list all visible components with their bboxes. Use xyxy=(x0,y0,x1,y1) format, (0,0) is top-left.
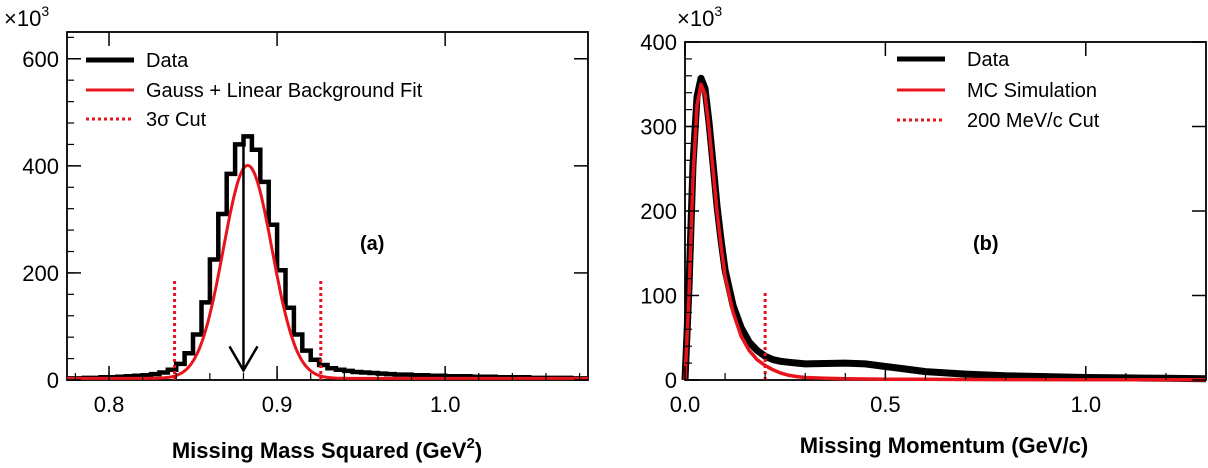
panel-b-axes: 0.0 0.5 1.0 0 100 200 300 400 xyxy=(640,30,1207,417)
panel-b-label: (b) xyxy=(973,233,999,255)
panel-a-y-tick-label: 600 xyxy=(22,47,59,72)
panel-b-frame xyxy=(684,41,1207,381)
panel-b-plot-area xyxy=(681,74,1207,383)
panel-a-axes: 0.8 0.9 1.0 0 200 400 600 xyxy=(22,32,588,417)
panel-a-y-tick-label: 0 xyxy=(47,368,59,393)
panel-b-x-tick-label: 0.0 xyxy=(670,392,701,417)
panel-a-frame xyxy=(66,31,589,381)
panel-a-y-tick-label: 200 xyxy=(22,261,59,286)
panel-b: 0.0 0.5 1.0 0 100 200 300 400 ×103 (b) Missing … xyxy=(640,3,1207,458)
legend-a-cut-label: 3σ Cut xyxy=(146,109,207,131)
panel-a-x-tick-label: 1.0 xyxy=(430,392,461,417)
panel-b-y-tick-label: 400 xyxy=(640,30,677,55)
panel-a-y-tick-label: 400 xyxy=(22,154,59,179)
gauss-fit-curve xyxy=(67,163,588,380)
legend-a-fit-label: Gauss + Linear Background Fit xyxy=(146,80,423,102)
legend-b-data-label: Data xyxy=(967,49,1010,71)
panel-b-y-tick-label: 0 xyxy=(665,368,677,393)
panel-a-x-axis-title: Missing Mass Squared (GeV2) xyxy=(172,435,482,463)
panel-a-x-tick-label: 0.8 xyxy=(94,392,125,417)
legend-b-mc-label: MC Simulation xyxy=(967,80,1097,102)
panel-a-multiplier: ×103 xyxy=(4,3,49,31)
legend-a-data-label: Data xyxy=(146,50,189,72)
data-curve xyxy=(681,74,1207,383)
panel-b-y-tick-label: 100 xyxy=(640,284,677,309)
panel-b-y-tick-label: 300 xyxy=(640,115,677,140)
panel-b-x-tick-label: 1.0 xyxy=(1070,392,1101,417)
panel-b-legend: Data MC Simulation 200 MeV/c Cut xyxy=(897,49,1100,132)
panel-b-y-tick-label: 200 xyxy=(640,199,677,224)
panel-a: 0.8 0.9 1.0 0 200 400 600 ×103 (a) Missing Mas… xyxy=(4,3,589,463)
panel-a-plot-area xyxy=(67,134,588,381)
legend-b-cut-label: 200 MeV/c Cut xyxy=(967,110,1100,132)
panel-a-label: (a) xyxy=(360,233,384,255)
panel-a-legend: Data Gauss + Linear Background Fit 3σ Cu… xyxy=(86,50,423,131)
panel-b-multiplier: ×103 xyxy=(677,3,722,31)
mc-simulation-curve xyxy=(683,82,1207,382)
panel-b-x-axis-title: Missing Momentum (GeV/c) xyxy=(800,433,1088,458)
data-histogram xyxy=(67,134,588,381)
panel-a-x-tick-label: 0.9 xyxy=(262,392,293,417)
panel-b-x-tick-label: 0.5 xyxy=(870,392,901,417)
peak-arrow-head xyxy=(228,345,259,373)
